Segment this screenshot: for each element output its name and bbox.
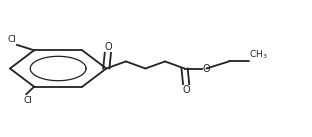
Text: O: O bbox=[182, 85, 190, 95]
Text: Cl: Cl bbox=[7, 35, 17, 44]
Text: Cl: Cl bbox=[23, 95, 32, 105]
Text: O: O bbox=[104, 42, 112, 52]
Text: O: O bbox=[202, 64, 210, 73]
Text: CH$_3$: CH$_3$ bbox=[250, 48, 268, 61]
